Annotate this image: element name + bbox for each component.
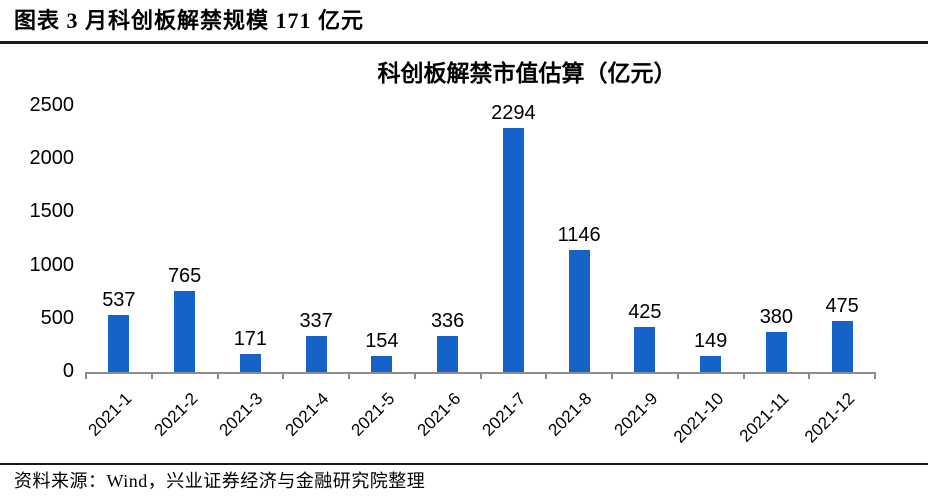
bar-2021-1: [108, 314, 130, 372]
bar-value-label: 425: [628, 300, 662, 323]
bar-2021-6: [437, 336, 459, 372]
x-tick-label: 2021-6: [413, 389, 465, 440]
bar-2021-3: [239, 353, 261, 372]
x-axis-tick: [545, 372, 548, 379]
bar-value-label: 537: [102, 288, 136, 311]
x-axis-tick: [348, 372, 350, 379]
bar-value-label: 154: [365, 329, 399, 352]
bar-value-label: 765: [167, 264, 202, 287]
footer-divider: [0, 463, 928, 465]
x-axis-tick: [479, 372, 482, 379]
bar-2021-9: [634, 326, 656, 372]
x-tick-label: 2021-11: [736, 389, 793, 446]
bar-2021-8: [568, 250, 590, 372]
y-tick-label: 500: [40, 306, 74, 329]
x-tick-label: 2021-7: [478, 389, 530, 440]
x-tick-label: 2021-2: [150, 389, 202, 440]
bar-value-label: 337: [299, 310, 333, 333]
x-axis-tick: [413, 372, 416, 379]
x-tick-label: 2021-1: [84, 389, 136, 440]
x-tick-label: 2021-9: [610, 389, 662, 440]
x-tick-label: 2021-5: [347, 389, 399, 440]
bar-value-label: 336: [430, 310, 465, 333]
bar-value-label: 149: [693, 330, 728, 353]
y-tick-label: 1500: [29, 200, 75, 223]
y-tick-label: 1000: [29, 253, 75, 276]
x-axis-tick: [808, 372, 811, 379]
x-axis-tick: [216, 372, 219, 379]
x-axis-tick: [742, 372, 745, 379]
x-axis-tick: [874, 372, 876, 379]
x-axis-tick: [676, 372, 679, 379]
bar-value-label: 475: [825, 295, 859, 318]
y-tick-label: 0: [62, 360, 74, 382]
figure-caption: 图表 3 月科创板解禁规模 171 亿元: [14, 8, 365, 33]
bar-value-label: 2294: [491, 101, 536, 124]
caption-underline: [0, 41, 928, 44]
y-tick-label: 2500: [29, 94, 75, 116]
bar-2021-10: [700, 356, 722, 372]
x-axis-tick: [85, 372, 87, 379]
x-tick-label: 2021-10: [669, 389, 728, 447]
x-tick-label: 2021-12: [801, 389, 859, 447]
x-axis-tick: [150, 372, 153, 379]
bar-2021-2: [174, 290, 196, 372]
y-tick-label: 2000: [29, 147, 75, 170]
bar-2021-7: [502, 127, 524, 372]
x-tick-label: 2021-4: [281, 389, 333, 440]
bar-2021-12: [831, 321, 853, 372]
bar-value-label: 1146: [557, 224, 601, 247]
bar-value-label: 380: [759, 305, 794, 328]
bar-value-label: 171: [233, 327, 268, 350]
chart-title: 科创板解禁市值估算（亿元）: [377, 61, 677, 86]
source-note: 资料来源：Wind，兴业证券经济与金融研究院整理: [14, 471, 426, 491]
x-axis-tick: [611, 372, 613, 379]
x-axis-tick: [282, 372, 285, 379]
bar-2021-4: [305, 336, 327, 372]
bar-2021-5: [371, 355, 393, 372]
bar-2021-11: [765, 331, 787, 372]
x-tick-label: 2021-3: [215, 389, 267, 440]
x-tick-label: 2021-8: [544, 389, 596, 440]
